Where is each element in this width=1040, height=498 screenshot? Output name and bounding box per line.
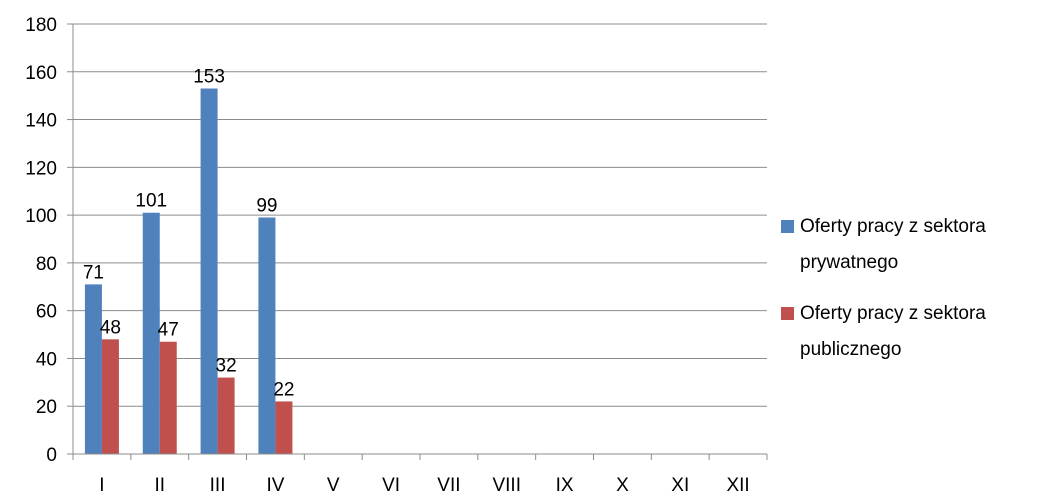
legend: Oferty pracy z sektora prywatnego Oferty p… (781, 216, 986, 360)
y-tick-label: 140 (25, 111, 57, 132)
x-tick-label: X (616, 475, 629, 496)
data-label: 32 (216, 356, 237, 377)
legend-label: publicznego (800, 339, 901, 360)
x-tick-label: V (327, 475, 340, 496)
x-tick-label: VIII (492, 475, 521, 496)
x-tick-label: IV (266, 475, 284, 496)
y-tick-label: 60 (36, 302, 57, 323)
bar (142, 212, 160, 454)
y-tick-label: 180 (25, 15, 57, 36)
data-label: 99 (256, 196, 277, 217)
data-label: 47 (158, 320, 179, 341)
y-axis-ticks: 0 20 40 60 80 100 120 140 160 180 (25, 15, 57, 466)
axes (67, 23, 768, 460)
data-label: 153 (193, 67, 225, 88)
y-tick-label: 100 (25, 206, 57, 227)
x-tick-label: XI (671, 475, 689, 496)
bar (258, 217, 276, 454)
data-labels: 71 101 153 99 48 47 32 22 (83, 67, 295, 401)
x-tick-label: III (210, 475, 226, 496)
y-tick-label: 40 (36, 349, 57, 370)
y-tick-label: 160 (25, 63, 57, 84)
data-label: 71 (83, 262, 104, 283)
legend-swatch (781, 307, 794, 320)
legend-label: prywatnego (800, 252, 898, 273)
bar (84, 284, 102, 454)
legend-label: Oferty pracy z sektora (800, 216, 986, 237)
legend-label: Oferty pracy z sektora (800, 303, 986, 324)
y-tick-label: 120 (25, 158, 57, 179)
x-tick-label: XII (726, 475, 749, 496)
x-tick-label: IX (556, 475, 574, 496)
x-axis-ticks: I II III IV V VI VII VIII IX X XI XII (99, 475, 749, 496)
bar (200, 88, 218, 454)
y-tick-label: 80 (36, 254, 57, 275)
bar (275, 401, 293, 454)
bar (217, 377, 235, 454)
data-label: 101 (135, 191, 167, 212)
bar (101, 339, 119, 454)
x-tick-label: I (99, 475, 104, 496)
bars (84, 88, 293, 454)
y-tick-label: 0 (46, 445, 57, 466)
data-label: 22 (273, 379, 294, 400)
x-tick-label: II (154, 475, 165, 496)
y-tick-label: 20 (36, 397, 57, 418)
gridlines (73, 23, 767, 407)
x-tick-label: VI (382, 475, 400, 496)
bar (159, 341, 177, 454)
data-label: 48 (100, 317, 121, 338)
x-tick-label: VII (437, 475, 460, 496)
legend-swatch (781, 220, 794, 233)
